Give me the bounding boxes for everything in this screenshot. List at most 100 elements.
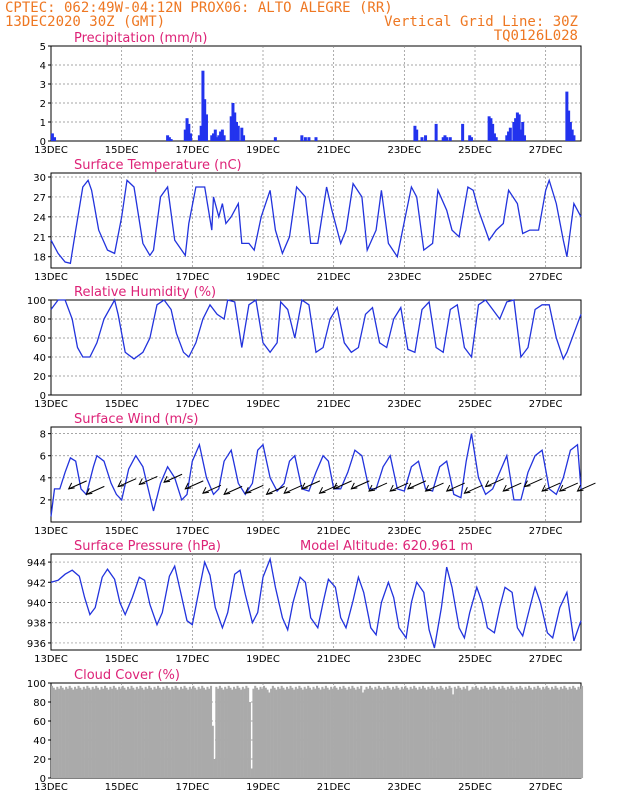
cloud-bar (56, 686, 59, 778)
cloud-bar (162, 686, 165, 778)
header-station: CPTEC: 062:49W-04:12N PROX06: ALTO ALEGR… (5, 0, 393, 16)
cloud-bar (199, 688, 202, 778)
cloud-bar (54, 689, 57, 778)
x-tick-label: 13DEC (34, 272, 68, 283)
cloud-bar (524, 686, 527, 778)
precip-bar (424, 135, 428, 141)
x-tick-label: 21DEC (317, 526, 351, 537)
y-tick-label: 5 (40, 42, 46, 53)
wind-arrow-head (85, 488, 93, 496)
precip-bar (167, 137, 171, 141)
precip-bar (314, 137, 318, 141)
wind-arrow (446, 482, 465, 492)
precip-bar (233, 112, 237, 141)
cloud-bar (220, 687, 223, 778)
cloud-bar (213, 759, 216, 778)
cloud-bar (399, 689, 402, 778)
wind-arrow (245, 484, 264, 494)
cloud-bar (58, 688, 61, 778)
cloud-bar (331, 688, 334, 778)
cloud-bar (238, 687, 241, 778)
cloud-bar (471, 686, 474, 778)
cloud-bar (360, 685, 363, 778)
cloud-bar (570, 688, 573, 778)
cloud-bar (218, 685, 221, 778)
y-tick-label: 4 (40, 474, 46, 485)
cloud-bar (82, 686, 85, 778)
wind-arrow-head (558, 484, 566, 492)
header: CPTEC: 062:49W-04:12N PROX06: ALTO ALEGR… (5, 0, 578, 44)
cloud-bar (303, 686, 306, 778)
cloud-bar (264, 687, 267, 778)
cloud-bar (195, 689, 198, 778)
precip-bar (568, 122, 572, 141)
x-tick-label: 25DEC (458, 526, 492, 537)
cloud-bar (70, 687, 73, 778)
wind-arrow (301, 480, 321, 490)
cloud-bar (167, 687, 170, 778)
cloud-bar (98, 689, 101, 778)
cloud-bar (340, 688, 343, 778)
cloud-bar (232, 686, 236, 778)
cloud-bar (467, 690, 470, 778)
precip-bar (199, 125, 203, 141)
cloud-bar (231, 689, 234, 778)
cloud-bar (337, 689, 340, 778)
precip-bar (53, 137, 57, 141)
cloud-bar (278, 688, 281, 778)
wind-arrow (163, 473, 183, 483)
cloud-bar (377, 685, 380, 778)
cloud-bar (519, 685, 522, 778)
cloud-bar (316, 685, 319, 778)
cloud-bar (123, 687, 126, 778)
series-line (50, 298, 582, 361)
panel-0: 13DEC 15DEC 17DEC 19DEC 21DEC 23DEC 25DEC 27DEC… (34, 31, 582, 156)
x-tick-label: 23DEC (387, 272, 421, 283)
precip-bar (169, 139, 173, 141)
cloud-bar (330, 686, 333, 778)
cloud-bar (188, 686, 191, 778)
cloud-bar (356, 686, 359, 778)
cloud-bar (317, 687, 320, 778)
cloud-bar (379, 687, 382, 778)
panels: 13DEC 15DEC 17DEC 19DEC 21DEC 23DEC 25DEC 27DEC… (27, 31, 596, 793)
cloud-bar (164, 688, 167, 778)
cloud-bar (112, 685, 115, 778)
y-tick-label: 18 (33, 253, 46, 264)
x-tick-label: 15DEC (105, 272, 139, 283)
x-tick-label: 17DEC (175, 782, 209, 793)
cloud-bar (552, 688, 555, 778)
cloud-bar (126, 686, 130, 778)
cloud-bar (369, 685, 372, 778)
precip-bar (213, 129, 217, 141)
wind-arrow (223, 485, 243, 495)
panel-4: 13DEC 15DEC 17DEC 19DEC 21DEC 23DEC 25DEC 27DEC… (27, 539, 582, 665)
x-tick-label: 27DEC (529, 782, 563, 793)
cloud-bar (391, 686, 395, 778)
wind-arrow (464, 484, 483, 494)
panel-frame (50, 172, 582, 269)
cloud-bar (418, 686, 421, 778)
cloud-bar (328, 689, 331, 778)
precip-bar (565, 91, 569, 141)
wind-arrow-head (117, 480, 125, 488)
cloud-bar (190, 688, 193, 778)
x-tick-label: 17DEC (175, 399, 209, 410)
cloud-bar (520, 687, 523, 778)
wind-arrow (485, 478, 504, 488)
cloud-bar (443, 689, 446, 778)
cloud-bar (581, 685, 584, 778)
cloud-bar (178, 689, 181, 778)
cloud-bar (158, 687, 161, 778)
cloud-bar (499, 688, 502, 778)
cloud-bar (301, 689, 304, 778)
precip-bar (222, 135, 226, 141)
cloud-bar (141, 687, 144, 778)
cloud-bar (300, 687, 303, 778)
wind-arrow-head (463, 487, 471, 494)
cloud-bar (179, 686, 183, 778)
cloud-bar (393, 688, 396, 778)
cloud-bar (165, 685, 168, 778)
cloud-bar (148, 685, 151, 778)
wind-arrow (139, 475, 158, 485)
